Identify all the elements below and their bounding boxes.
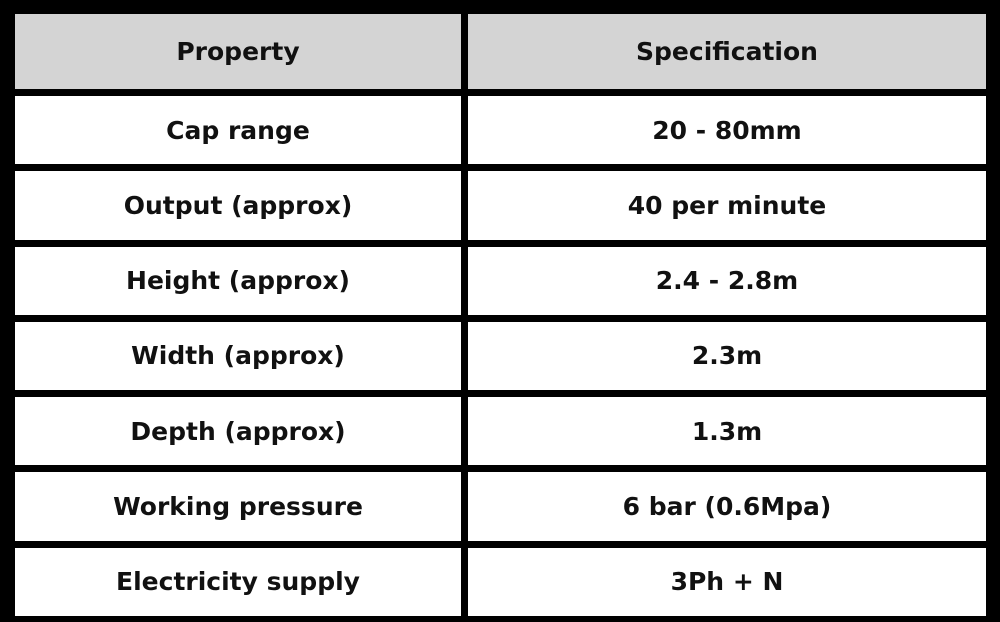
table-cell: 6 bar (0.6Mpa) bbox=[468, 472, 986, 541]
table-cell: Cap range bbox=[15, 96, 461, 165]
table-cell: 2.4 - 2.8m bbox=[468, 246, 986, 315]
table-cell: Width (approx) bbox=[15, 321, 461, 391]
table-cell: Height (approx) bbox=[15, 246, 461, 315]
table-cell: 3Ph + N bbox=[468, 547, 986, 616]
header-cell: Property bbox=[15, 14, 461, 89]
table-cell: 2.3m bbox=[468, 321, 986, 391]
table-cell: Output (approx) bbox=[15, 171, 461, 240]
table-cell: Depth (approx) bbox=[15, 397, 461, 466]
table-cell: Working pressure bbox=[15, 472, 461, 541]
table-cell: 1.3m bbox=[468, 397, 986, 466]
table-cell: Electricity supply bbox=[15, 547, 461, 616]
header-cell: Specification bbox=[468, 14, 986, 89]
table-cell: 40 per minute bbox=[468, 171, 986, 240]
table-cell: 20 - 80mm bbox=[468, 96, 986, 165]
